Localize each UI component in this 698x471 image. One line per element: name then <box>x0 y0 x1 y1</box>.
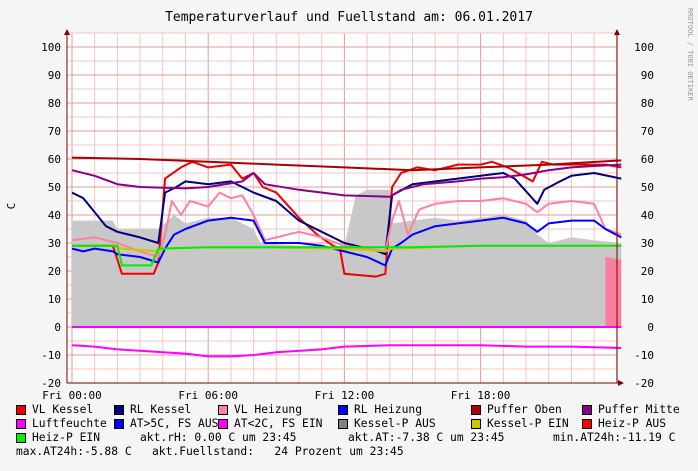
stat-akt-fuellstand: akt.Fuellstand: 24 Prozent um 23:45 <box>152 445 404 458</box>
y-tick-label-left: 70 <box>48 125 61 138</box>
y-tick-label-left: 80 <box>48 97 61 110</box>
y-tick-label-left: 40 <box>48 209 61 222</box>
y-tick-label-right: 60 <box>641 153 654 166</box>
y-tick-label-left: 90 <box>48 69 61 82</box>
legend-item-heiz-p-aus: Heiz-P AUS <box>582 417 666 431</box>
x-tick-label: Fri 18:00 <box>451 389 511 402</box>
chart-title: Temperaturverlauf und Fuellstand am: 06.… <box>165 10 533 25</box>
legend-label: VL Kessel <box>32 403 94 416</box>
legend-label: Heiz-P EIN <box>32 431 101 444</box>
stat-min-at24: min.AT24h:-11.19 C <box>553 431 676 444</box>
y-tick-label-right: 90 <box>641 69 654 82</box>
legend-label: Heiz-P AUS <box>598 417 667 430</box>
stat-max-at24: max.AT24h:-5.88 C <box>16 445 132 458</box>
legend-swatch <box>114 405 124 415</box>
y-tick-label-right: 30 <box>641 237 654 250</box>
y-tick-label-left: -20 <box>41 377 61 390</box>
legend-item-vl-heizung: VL Heizung <box>218 403 302 417</box>
legend-item-puffer-mitte: Puffer Mitte <box>582 403 680 417</box>
y-tick-label-right: 50 <box>641 181 654 194</box>
axes <box>64 29 624 386</box>
y-tick-label-left: 0 <box>54 321 61 334</box>
legend-label: AT<2C, FS EIN <box>234 417 323 430</box>
area-kessel-p-aus <box>72 189 622 327</box>
y-tick-label-right: 0 <box>647 321 654 334</box>
y-axis-left-arrow <box>64 29 70 35</box>
legend-item-kessel-p-ein: Kessel-P EIN <box>471 417 569 431</box>
y-tick-label-right: -20 <box>634 377 654 390</box>
line-vl-heizung <box>71 191 622 258</box>
legend-swatch <box>114 419 124 429</box>
y-tick-label-right: 80 <box>641 97 654 110</box>
plot-area <box>67 33 617 383</box>
legend-swatch <box>338 419 348 429</box>
legend-item-rl-heizung: RL Heizung <box>338 403 422 417</box>
y-tick-label-left: 10 <box>48 293 61 306</box>
legend-item-at-2c-fs-ein: AT<2C, FS EIN <box>218 417 322 431</box>
legend: VL Kessel RL Kessel VL Heizung RL Heizung Pu… <box>16 403 696 459</box>
stat-akt-rh: akt.rH: 0.00 C um 23:45 <box>140 431 297 444</box>
line-heiz-p-ein <box>72 244 622 267</box>
legend-row: max.AT24h:-5.88 C akt.Fuellstand: 24 Pro… <box>16 445 696 459</box>
y-tick-labels: 1009080706050403020100-10-20100908070605… <box>41 41 654 390</box>
legend-item-kessel-p-aus: Kessel-P AUS <box>338 417 436 431</box>
legend-swatch <box>582 419 592 429</box>
y-tick-label-left: 20 <box>48 265 61 278</box>
legend-swatch <box>338 405 348 415</box>
y-tick-label-right: 20 <box>641 265 654 278</box>
y-tick-label-left: 50 <box>48 181 61 194</box>
legend-swatch <box>582 405 592 415</box>
legend-row: VL Kessel RL Kessel VL Heizung RL Heizung Pu… <box>16 403 696 417</box>
legend-label: RL Heizung <box>354 403 423 416</box>
legend-label: AT>5C, FS AUS <box>130 417 219 430</box>
y-tick-label-left: 30 <box>48 237 61 250</box>
y-tick-label-left: -10 <box>41 349 61 362</box>
x-tick-label: Fri 00:00 <box>42 389 102 402</box>
y-tick-label-left: 100 <box>41 41 61 54</box>
legend-swatch <box>16 433 26 443</box>
legend-swatch <box>16 419 26 429</box>
area-heiz-p-aus <box>605 257 622 327</box>
x-tick-labels: Fri 00:00 Fri 06:00 Fri 12:00 Fri 18:00 <box>42 389 510 402</box>
line-series <box>71 156 622 358</box>
legend-swatch <box>471 405 481 415</box>
legend-label: Kessel-P AUS <box>354 417 436 430</box>
y-axis-label: C <box>5 203 18 210</box>
y-tick-label-right: 40 <box>641 209 654 222</box>
line-puffer-oben <box>71 156 622 172</box>
legend-swatch <box>218 405 228 415</box>
y-tick-label-right: 70 <box>641 125 654 138</box>
stat-akt-at: akt.AT:-7.38 C um 23:45 <box>348 431 505 444</box>
x-tick-label: Fri 12:00 <box>315 389 375 402</box>
legend-swatch <box>16 405 26 415</box>
line-puffer-mitte <box>71 163 622 198</box>
legend-row: Luftfeuchte AT>5C, FS AUS AT<2C, FS EIN Kes… <box>16 417 696 431</box>
x-tick-label: Fri 06:00 <box>178 389 238 402</box>
line-rl-kessel <box>71 172 622 256</box>
y-tick-label-right: 100 <box>634 41 654 54</box>
legend-label: Luftfeuchte <box>32 417 107 430</box>
legend-item-at-5c-fs-aus: AT>5C, FS AUS <box>114 417 218 431</box>
legend-item-rl-kessel: RL Kessel <box>114 403 191 417</box>
watermark: RRDTOOL / TOBI OETIKER <box>686 8 694 102</box>
legend-swatch <box>218 419 228 429</box>
line-at-2c-fs-ein <box>71 344 622 358</box>
legend-item-heiz-p-ein: Heiz-P EIN <box>16 431 100 445</box>
legend-swatch <box>471 419 481 429</box>
legend-label: Kessel-P EIN <box>487 417 569 430</box>
legend-label: VL Heizung <box>234 403 303 416</box>
legend-item-vl-kessel: VL Kessel <box>16 403 93 417</box>
y-tick-label-right: 10 <box>641 293 654 306</box>
legend-label: RL Kessel <box>130 403 192 416</box>
y-axis-right-arrow <box>614 29 620 35</box>
y-tick-label-left: 60 <box>48 153 61 166</box>
legend-item-puffer-oben: Puffer Oben <box>471 403 562 417</box>
legend-label: Puffer Oben <box>487 403 562 416</box>
legend-label: Puffer Mitte <box>598 403 680 416</box>
legend-row: akt.rH: 0.00 C um 23:45 akt.AT:-7.38 C u… <box>16 431 696 445</box>
legend-item-luftfeuchte: Luftfeuchte <box>16 417 107 431</box>
y-tick-label-right: -10 <box>634 349 654 362</box>
x-axis-arrow <box>618 380 624 386</box>
